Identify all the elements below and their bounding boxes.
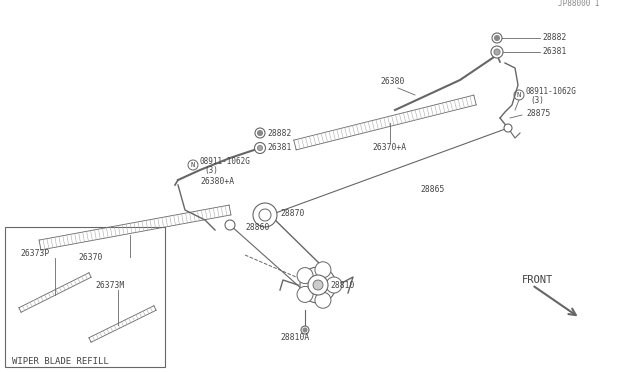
Text: 28870: 28870 xyxy=(280,208,305,218)
Circle shape xyxy=(253,203,277,227)
Text: 28810: 28810 xyxy=(330,280,355,289)
Text: 26381: 26381 xyxy=(267,144,291,153)
Circle shape xyxy=(494,49,500,55)
Circle shape xyxy=(257,145,262,151)
Circle shape xyxy=(297,267,313,283)
Circle shape xyxy=(259,209,271,221)
Circle shape xyxy=(303,328,307,332)
Text: 28882: 28882 xyxy=(542,33,566,42)
Circle shape xyxy=(265,210,275,220)
Text: 08911-1062G: 08911-1062G xyxy=(200,157,251,166)
Circle shape xyxy=(308,275,328,295)
Text: 28865: 28865 xyxy=(420,186,444,195)
Circle shape xyxy=(225,220,235,230)
Text: 26370: 26370 xyxy=(78,253,102,263)
Text: 26380+A: 26380+A xyxy=(200,177,234,186)
Circle shape xyxy=(514,90,524,100)
Text: FRONT: FRONT xyxy=(522,275,553,285)
Text: 28882: 28882 xyxy=(267,128,291,138)
Text: (3): (3) xyxy=(204,167,218,176)
Text: N: N xyxy=(191,162,195,168)
Circle shape xyxy=(301,326,309,334)
Text: 08911-1062G: 08911-1062G xyxy=(526,87,577,96)
Text: 28875: 28875 xyxy=(526,109,550,118)
Circle shape xyxy=(255,142,266,154)
Circle shape xyxy=(255,128,265,138)
Text: 28860: 28860 xyxy=(245,224,269,232)
Circle shape xyxy=(491,46,503,58)
Circle shape xyxy=(297,286,313,302)
Circle shape xyxy=(313,280,323,290)
Text: N: N xyxy=(517,92,521,98)
Circle shape xyxy=(188,160,198,170)
Circle shape xyxy=(300,267,336,303)
Text: (3): (3) xyxy=(530,96,544,106)
Text: 26373P: 26373P xyxy=(20,248,49,257)
Text: 26373M: 26373M xyxy=(95,280,124,289)
Circle shape xyxy=(326,277,342,293)
Circle shape xyxy=(257,131,262,135)
Text: 28810A: 28810A xyxy=(280,334,310,343)
Bar xyxy=(5,227,165,367)
Circle shape xyxy=(495,35,499,41)
Text: WIPER BLADE REFILL: WIPER BLADE REFILL xyxy=(12,357,109,366)
Circle shape xyxy=(315,262,331,278)
Text: 26380: 26380 xyxy=(380,77,404,87)
Text: JP88000 I: JP88000 I xyxy=(558,0,600,8)
Text: 26381: 26381 xyxy=(542,48,566,57)
Circle shape xyxy=(504,124,512,132)
Circle shape xyxy=(265,210,275,220)
Circle shape xyxy=(315,292,331,308)
Circle shape xyxy=(492,33,502,43)
Text: 26370+A: 26370+A xyxy=(372,144,406,153)
